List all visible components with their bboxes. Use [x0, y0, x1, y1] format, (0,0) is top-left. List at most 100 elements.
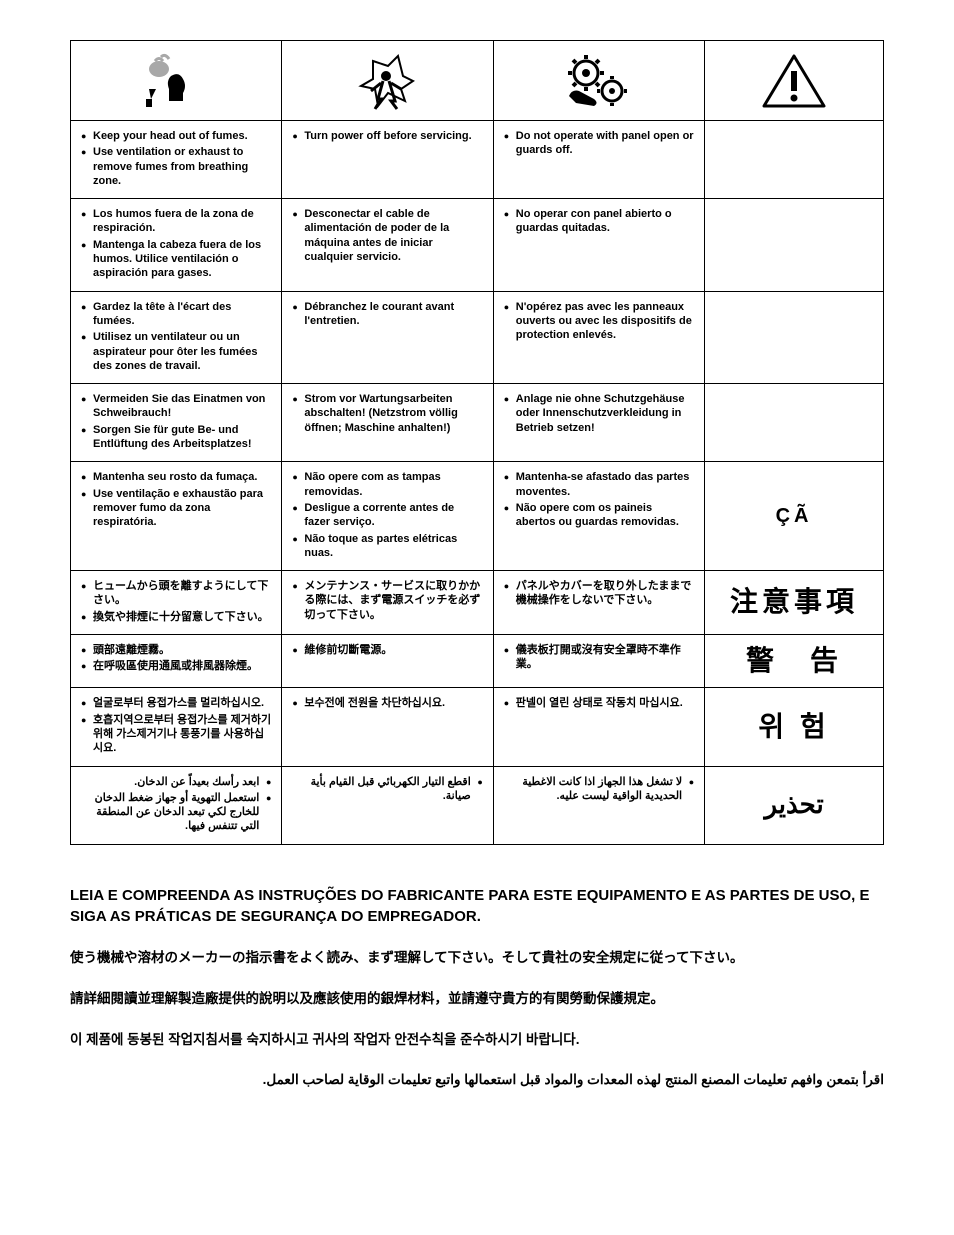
cell-pt-1: Mantenha seu rosto da fumaça. Use ventil… — [71, 462, 282, 571]
bullet: لا تشغل هذا الجهاز اذا كانت الاغطية الحد… — [504, 775, 694, 804]
bullet: اقطع التيار الكهربائي قبل القيام بأية صي… — [292, 775, 482, 804]
bullet: Vermeiden Sie das Einatmen von Schweibra… — [81, 392, 271, 421]
bullet: Desligue a corrente antes de fazer servi… — [292, 501, 482, 530]
shock-icon-cell — [282, 41, 493, 121]
bullet: Não opere com as tampas removidas. — [292, 470, 482, 499]
cell-ko-1: 얼굴로부터 용접가스를 멀리하십시오. 호흡지역으로부터 용접가스를 제거하기 … — [71, 688, 282, 766]
bullet: Turn power off before servicing. — [292, 129, 482, 143]
bullet: Do not operate with panel open or guards… — [504, 129, 694, 158]
bullet: Não opere com os paineis abertos ou guar… — [504, 501, 694, 530]
bullet: 儀表板打開或沒有安全罩時不準作業。 — [504, 643, 694, 672]
cell-ja-2: メンテナンス・サービスに取りかかる際には、まず電源スイッチを必ず切って下さい。 — [282, 571, 493, 635]
bullet: Use ventilation or exhaust to remove fum… — [81, 145, 271, 188]
instruction-ko: 이 제품에 동봉된 작업지침서를 숙지하시고 귀사의 작업자 안전수칙을 준수하… — [70, 1031, 884, 1050]
cell-ar-4: تحذير — [705, 766, 884, 844]
cell-fr-2: Débranchez le courant avant l'entretien. — [282, 291, 493, 383]
cell-de-3: Anlage nie ohne Schutzgehäuse oder Innen… — [493, 384, 704, 462]
instruction-ar: اقرأ بتمعن وافهم تعليمات المصنع المنتج ل… — [70, 1071, 884, 1090]
cell-ar-2: اقطع التيار الكهربائي قبل القيام بأية صي… — [282, 766, 493, 844]
cell-de-1: Vermeiden Sie das Einatmen von Schweibra… — [71, 384, 282, 462]
bullet: メンテナンス・サービスに取りかかる際には、まず電源スイッチを必ず切って下さい。 — [292, 579, 482, 622]
cell-ko-3: 판넬이 열린 상태로 작동치 마십시요. — [493, 688, 704, 766]
cell-en-2: Turn power off before servicing. — [282, 121, 493, 199]
cell-es-2: Desconectar el cable de alimentación de … — [282, 199, 493, 291]
row-es: Los humos fuera de la zona de respiració… — [71, 199, 884, 291]
bullet: 頭部遠離煙霧。 — [81, 643, 271, 657]
instruction-zh: 請詳細閱讀並理解製造廠提供的說明以及應該使用的銀焊材料，並請遵守貴方的有関勞動保… — [70, 990, 884, 1009]
welder-fumes-icon — [141, 51, 211, 111]
cell-es-3: No operar con panel abierto o guardas qu… — [493, 199, 704, 291]
safety-warnings-table: Keep your head out of fumes. Use ventila… — [70, 40, 884, 845]
cell-en-4 — [705, 121, 884, 199]
hand-in-machinery-icon — [564, 51, 634, 111]
cell-ja-3: パネルやカバーを取り外したままで機械操作をしないで下さい。 — [493, 571, 704, 635]
bullet: ヒュームから頭を離すようにして下さい。 — [81, 579, 271, 608]
cell-ko-4: 위 험 — [705, 688, 884, 766]
bullet: ابعد رأسك بعيداً عن الدخان. — [81, 775, 271, 789]
cell-en-1: Keep your head out of fumes. Use ventila… — [71, 121, 282, 199]
bullet: 維修前切斷電源。 — [292, 643, 482, 657]
bullet: Strom vor Wartungsarbeiten abschalten! (… — [292, 392, 482, 435]
instruction-pt: LEIA E COMPREENDA AS INSTRUÇÕES DO FABRI… — [70, 885, 884, 927]
cell-es-1: Los humos fuera de la zona de respiració… — [71, 199, 282, 291]
cell-pt-3: Mantenha-se afastado das partes moventes… — [493, 462, 704, 571]
bullet: パネルやカバーを取り外したままで機械操作をしないで下さい。 — [504, 579, 694, 608]
row-en: Keep your head out of fumes. Use ventila… — [71, 121, 884, 199]
bullet: Utilisez un ventilateur ou un aspirateur… — [81, 330, 271, 373]
cell-zh-4: 警 告 — [705, 635, 884, 688]
cell-pt-2: Não opere com as tampas removidas. Desli… — [282, 462, 493, 571]
cell-fr-1: Gardez la tête à l'écart des fumées. Uti… — [71, 291, 282, 383]
cell-de-2: Strom vor Wartungsarbeiten abschalten! (… — [282, 384, 493, 462]
cell-en-3: Do not operate with panel open or guards… — [493, 121, 704, 199]
cell-ja-1: ヒュームから頭を離すようにして下さい。 換気や排煙に十分留意して下さい。 — [71, 571, 282, 635]
bullet: No operar con panel abierto o guardas qu… — [504, 207, 694, 236]
cell-zh-3: 儀表板打開或沒有安全罩時不準作業。 — [493, 635, 704, 688]
cell-ar-3: لا تشغل هذا الجهاز اذا كانت الاغطية الحد… — [493, 766, 704, 844]
icon-header-row — [71, 41, 884, 121]
bullet: Anlage nie ohne Schutzgehäuse oder Innen… — [504, 392, 694, 435]
row-de: Vermeiden Sie das Einatmen von Schweibra… — [71, 384, 884, 462]
electric-shock-icon — [353, 51, 423, 111]
cell-ja-4: 注意事項 — [705, 571, 884, 635]
bullet: Mantenha seu rosto da fumaça. — [81, 470, 271, 484]
bullet: 보수전에 전원을 차단하십시요. — [292, 696, 482, 710]
cell-zh-2: 維修前切斷電源。 — [282, 635, 493, 688]
bullet: Los humos fuera de la zona de respiració… — [81, 207, 271, 236]
bullet: Sorgen Sie für gute Be- und Entlüftung d… — [81, 423, 271, 452]
row-ko: 얼굴로부터 용접가스를 멀리하십시오. 호흡지역으로부터 용접가스를 제거하기 … — [71, 688, 884, 766]
cell-pt-4: ÇÃ — [705, 462, 884, 571]
bottom-instructions: LEIA E COMPREENDA AS INSTRUÇÕES DO FABRI… — [70, 885, 884, 1091]
bullet: Gardez la tête à l'écart des fumées. — [81, 300, 271, 329]
row-pt: Mantenha seu rosto da fumaça. Use ventil… — [71, 462, 884, 571]
bullet: Use ventilação e exhaustão para remover … — [81, 487, 271, 530]
cell-ar-1: ابعد رأسك بعيداً عن الدخان. استعمل التهو… — [71, 766, 282, 844]
cell-ko-2: 보수전에 전원을 차단하십시요. — [282, 688, 493, 766]
bullet: استعمل التهوية أو جهاز ضغط الدخان للخارج… — [81, 791, 271, 834]
bullet: 換気や排煙に十分留意して下さい。 — [81, 610, 271, 624]
cell-es-4 — [705, 199, 884, 291]
bullet: 판넬이 열린 상태로 작동치 마십시요. — [504, 696, 694, 710]
row-ar: ابعد رأسك بعيداً عن الدخان. استعمل التهو… — [71, 766, 884, 844]
row-zh: 頭部遠離煙霧。 在呼吸區使用通風或排風器除煙。 維修前切斷電源。 儀表板打開或沒… — [71, 635, 884, 688]
bullet: 在呼吸區使用通風或排風器除煙。 — [81, 659, 271, 673]
cell-fr-4 — [705, 291, 884, 383]
bullet: Desconectar el cable de alimentación de … — [292, 207, 482, 264]
bullet: Mantenga la cabeza fuera de los humos. U… — [81, 238, 271, 281]
bullet: Mantenha-se afastado das partes moventes… — [504, 470, 694, 499]
bullet: Não toque as partes elétricas nuas. — [292, 532, 482, 561]
warning-exclamation-icon — [759, 51, 829, 111]
instruction-ja: 使う機械や溶材のメーカーの指示書をよく読み、まず理解して下さい。そして貴社の安全… — [70, 949, 884, 968]
cell-zh-1: 頭部遠離煙霧。 在呼吸區使用通風或排風器除煙。 — [71, 635, 282, 688]
fumes-icon-cell — [71, 41, 282, 121]
cell-de-4 — [705, 384, 884, 462]
bullet: Keep your head out of fumes. — [81, 129, 271, 143]
bullet: 얼굴로부터 용접가스를 멀리하십시오. — [81, 696, 271, 710]
warning-icon-cell — [705, 41, 884, 121]
row-fr: Gardez la tête à l'écart des fumées. Uti… — [71, 291, 884, 383]
cell-fr-3: N'opérez pas avec les panneaux ouverts o… — [493, 291, 704, 383]
bullet: Débranchez le courant avant l'entretien. — [292, 300, 482, 329]
bullet: 호흡지역으로부터 용접가스를 제거하기 위해 가스제거기나 통풍기를 사용하십시… — [81, 713, 271, 756]
row-ja: ヒュームから頭を離すようにして下さい。 換気や排煙に十分留意して下さい。 メンテ… — [71, 571, 884, 635]
bullet: N'opérez pas avec les panneaux ouverts o… — [504, 300, 694, 343]
hand-gears-icon-cell — [493, 41, 704, 121]
